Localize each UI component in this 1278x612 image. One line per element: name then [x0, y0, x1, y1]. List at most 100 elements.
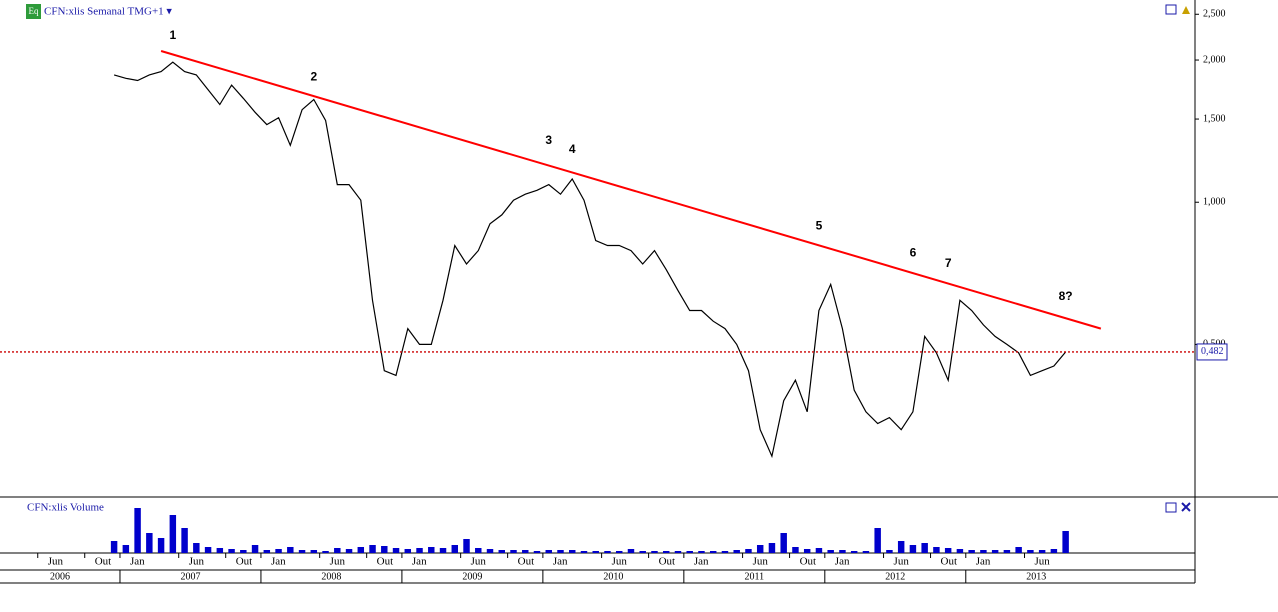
last-price-box	[1196, 343, 1228, 361]
volume-bar	[897, 541, 905, 553]
volume-bar	[298, 550, 306, 553]
volume-bar	[792, 547, 799, 553]
year-label: 2012	[885, 571, 905, 582]
x-tick-label: Out	[95, 556, 112, 568]
x-tick-label: Out	[941, 556, 958, 568]
x-tick-label: Jan	[976, 556, 991, 568]
volume-bar	[803, 549, 811, 553]
x-tick-label: Jun	[330, 556, 346, 568]
volume-bar	[639, 551, 646, 553]
volume-bar	[674, 551, 682, 553]
close-button[interactable]	[1181, 502, 1191, 512]
volume-bar	[756, 545, 764, 553]
volume-bar	[475, 548, 482, 553]
volume-bar	[404, 549, 412, 553]
trendline	[160, 50, 1102, 330]
volume-bar	[557, 550, 564, 553]
volume-bar	[193, 543, 200, 553]
volume-bar	[545, 550, 552, 553]
volume-bar	[157, 538, 165, 553]
wave-label: 5	[816, 218, 823, 232]
year-label: 2007	[180, 571, 200, 582]
year-label: 2011	[745, 571, 765, 582]
x-tick-label: Jun	[612, 556, 628, 568]
x-tick-label: Out	[236, 556, 253, 568]
volume-bar	[416, 548, 423, 553]
volume-bar	[463, 539, 470, 553]
x-tick-label: Jan	[694, 556, 709, 568]
volume-bar	[334, 548, 341, 553]
volume-bar	[1038, 550, 1046, 553]
maximize-button[interactable]	[1165, 502, 1177, 513]
volume-bar	[169, 515, 177, 553]
wave-label: 3	[545, 133, 552, 147]
volume-bar	[369, 545, 376, 553]
volume-bar	[827, 550, 834, 553]
y-tick-label: 1,500	[1203, 113, 1226, 124]
volume-bar	[604, 551, 611, 553]
volume-bar	[1062, 531, 1069, 553]
scroll-up-button[interactable]	[1182, 6, 1190, 14]
volume-bar	[1015, 547, 1022, 553]
x-tick-label: Jan	[553, 556, 568, 568]
volume-bar	[251, 545, 259, 553]
volume-bar	[381, 546, 388, 553]
x-tick-label: Jun	[189, 556, 205, 568]
x-tick-label: Jan	[412, 556, 427, 568]
volume-bar	[216, 548, 224, 553]
volume-bar	[886, 550, 893, 553]
x-tick-label: Out	[377, 556, 394, 568]
x-tick-label: Jun	[48, 556, 64, 568]
x-tick-label: Jun	[1035, 556, 1051, 568]
volume-bar	[134, 508, 141, 553]
volume-bar	[651, 551, 658, 553]
y-tick-label: 2,000	[1203, 54, 1226, 65]
volume-bar	[733, 550, 740, 553]
price-line	[113, 61, 1067, 459]
volume-bar	[933, 547, 940, 553]
x-tick-label: Jun	[471, 556, 487, 568]
x-tick-label: Jan	[130, 556, 145, 568]
volume-bar	[815, 548, 823, 553]
wave-label: 8?	[1059, 289, 1073, 303]
volume-bar	[122, 545, 130, 553]
maximize-button[interactable]	[1165, 4, 1177, 15]
volume-bar	[709, 551, 717, 553]
volume-bar	[850, 551, 858, 553]
volume-bar	[686, 551, 693, 553]
volume-bar	[240, 550, 247, 553]
volume-bar	[569, 550, 576, 553]
volume-bar	[263, 550, 271, 553]
volume-bar	[486, 549, 494, 553]
volume-bar	[662, 551, 670, 553]
volume-bar	[780, 533, 787, 553]
last-price-label: 0,482	[1201, 346, 1224, 357]
year-label: 2010	[603, 571, 623, 582]
volume-bar	[592, 551, 599, 553]
volume-bar	[980, 550, 987, 553]
x-tick-label: Out	[659, 556, 676, 568]
volume-bar	[580, 551, 588, 553]
x-tick-label: Out	[518, 556, 535, 568]
volume-bar	[510, 550, 517, 553]
year-label: 2009	[462, 571, 482, 582]
volume-bar	[275, 549, 282, 553]
volume-bar	[956, 549, 964, 553]
volume-bar	[439, 548, 447, 553]
year-label: 2006	[50, 571, 70, 582]
volume-bar	[322, 551, 329, 553]
x-tick-label: Out	[800, 556, 817, 568]
volume-bar	[768, 543, 776, 553]
volume-bar	[862, 551, 870, 553]
x-tick-label: Jan	[835, 556, 850, 568]
volume-bar	[428, 547, 435, 553]
wave-label: 4	[569, 142, 576, 156]
volume-bar	[498, 550, 505, 553]
year-label: 2013	[1026, 571, 1046, 582]
volume-bar	[627, 549, 635, 553]
volume-bar	[1050, 549, 1058, 553]
volume-bar	[533, 551, 541, 553]
volume-bar	[451, 545, 459, 553]
